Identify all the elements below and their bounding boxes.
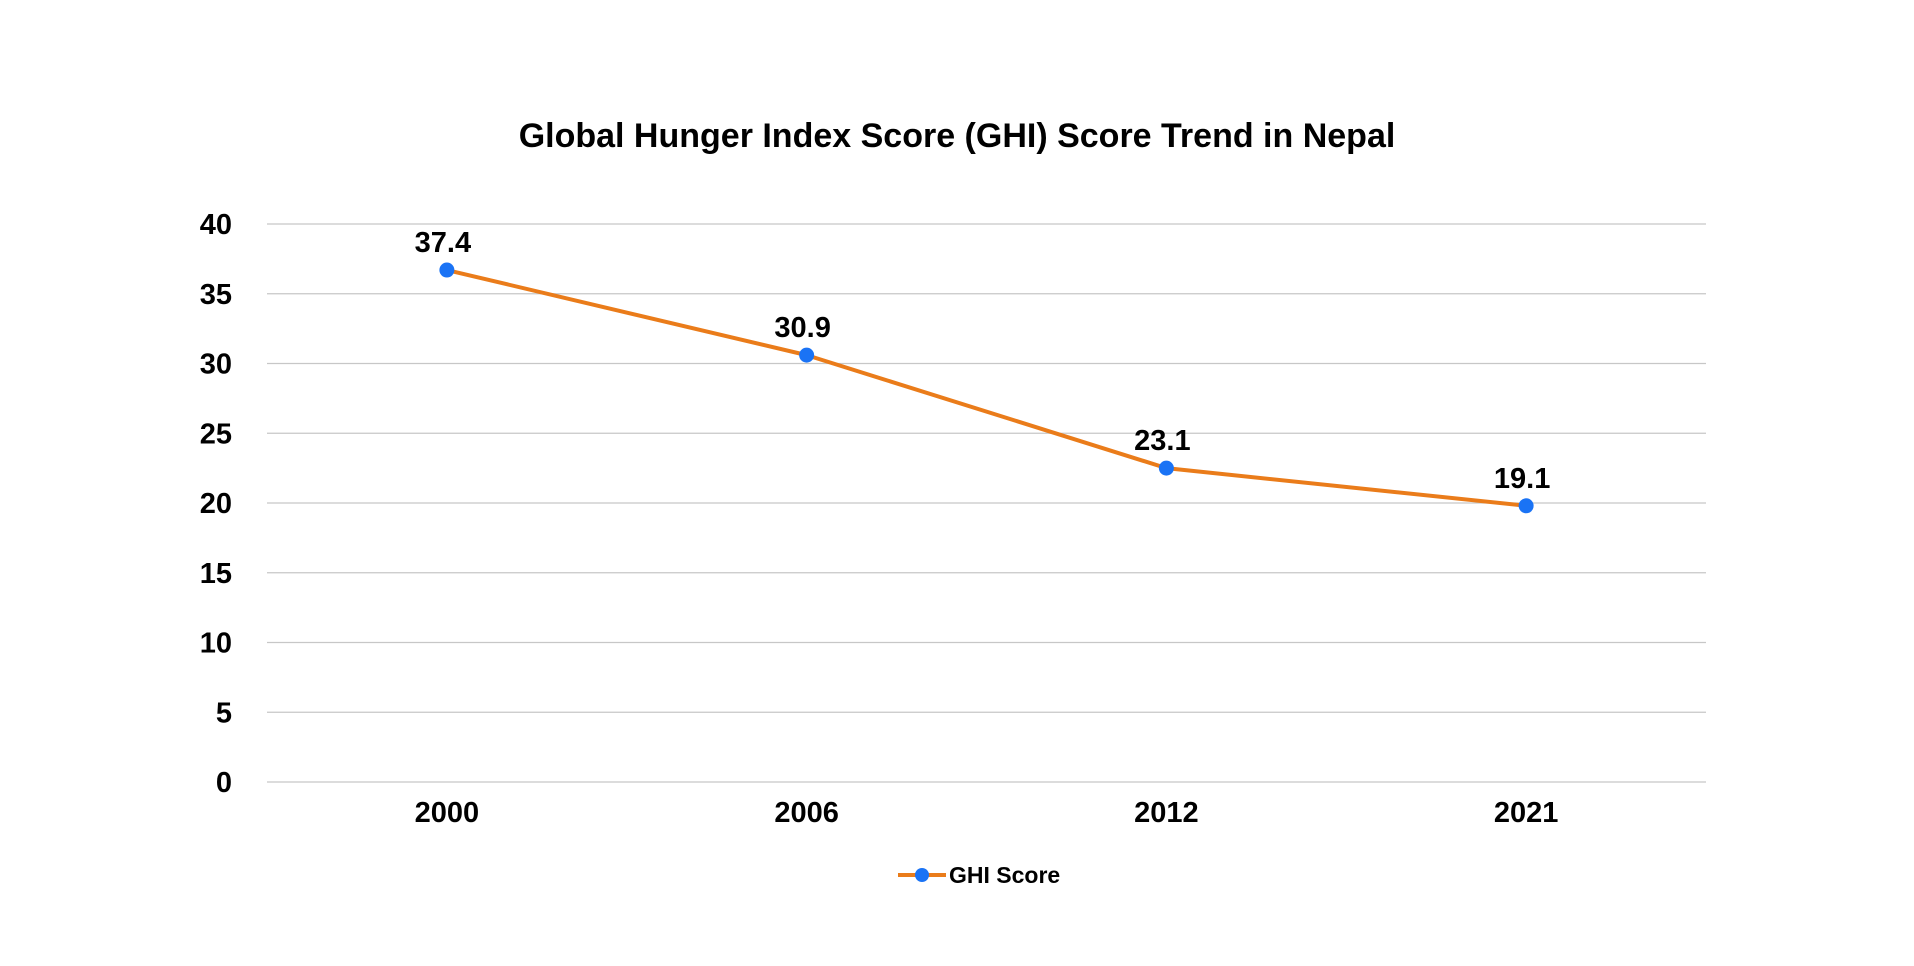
- legend-marker-swatch: [915, 868, 929, 882]
- data-label: 37.4: [415, 227, 471, 259]
- legend-label: GHI Score: [949, 862, 1060, 888]
- x-tick-label: 2006: [774, 797, 839, 829]
- legend: GHI Score: [898, 862, 1060, 888]
- data-point: [1518, 498, 1534, 514]
- data-label: 23.1: [1134, 425, 1190, 457]
- y-axis-ticks: 0 5 10 15 20 25 30 35 40: [200, 209, 232, 799]
- data-point: [1158, 460, 1174, 476]
- y-tick-label: 0: [216, 767, 232, 799]
- x-tick-label: 2021: [1494, 797, 1559, 829]
- x-tick-label: 2000: [415, 797, 480, 829]
- data-point: [799, 347, 815, 363]
- x-axis-ticks: 2000 2006 2012 2021: [415, 797, 1559, 829]
- y-tick-label: 25: [200, 418, 232, 450]
- data-point: [439, 262, 455, 278]
- y-tick-label: 20: [200, 488, 232, 520]
- y-tick-label: 30: [200, 349, 232, 381]
- y-tick-label: 35: [200, 279, 232, 311]
- gridlines: [267, 223, 1706, 783]
- x-tick-label: 2012: [1134, 797, 1199, 829]
- y-tick-label: 5: [216, 697, 232, 729]
- y-tick-label: 15: [200, 558, 232, 590]
- data-label: 30.9: [774, 312, 830, 344]
- series-line-0: [444, 268, 1529, 508]
- y-tick-label: 40: [200, 209, 232, 241]
- data-labels: 37.4 30.9 23.1 19.1: [415, 227, 1551, 495]
- data-label: 19.1: [1494, 463, 1550, 495]
- y-tick-label: 10: [200, 628, 232, 660]
- series-layer: [439, 262, 1534, 514]
- chart-title: Global Hunger Index Score (GHI) Score Tr…: [519, 117, 1396, 155]
